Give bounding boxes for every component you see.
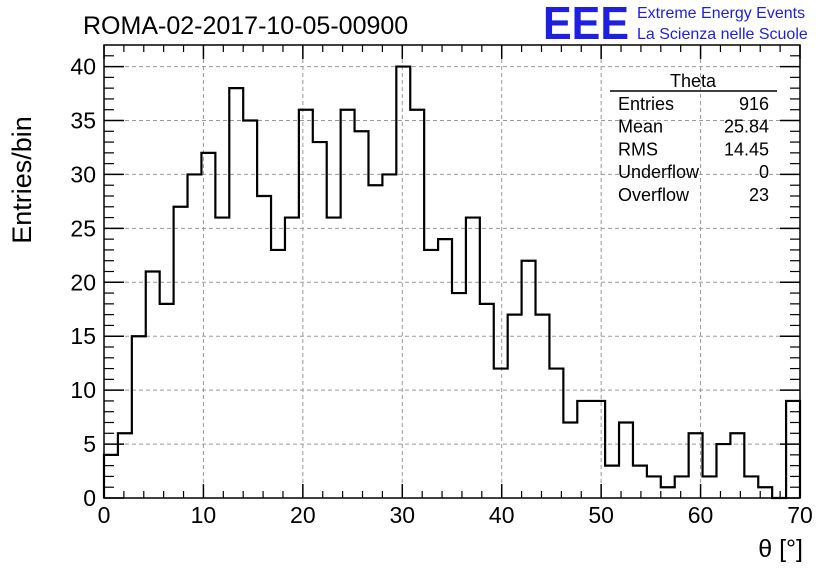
histogram-bin xyxy=(438,239,452,498)
x-tick-label: 40 xyxy=(489,502,515,528)
y-tick-label: 20 xyxy=(70,269,96,295)
histogram-bin xyxy=(243,121,257,499)
y-tick-label: 25 xyxy=(70,215,96,241)
histogram-bin xyxy=(536,315,550,498)
histogram-bin xyxy=(215,218,229,498)
histogram-bin xyxy=(744,476,758,498)
histogram-bin xyxy=(355,131,369,498)
stats-row-value: 25.84 xyxy=(724,117,769,137)
x-tick-label: 0 xyxy=(98,502,111,528)
stats-box: Theta Entries 916 Mean 25.84 RMS 14.45 Underfl… xyxy=(610,71,777,205)
histogram-bin xyxy=(577,401,591,498)
histogram-bin xyxy=(327,218,341,498)
stats-rows: Entries 916 Mean 25.84 RMS 14.45 Underflow 0 Ove… xyxy=(618,94,769,205)
stats-row-value: 14.45 xyxy=(724,139,769,159)
eee-logo: EEE xyxy=(543,0,629,49)
histogram-bin xyxy=(647,476,661,498)
histogram-bin xyxy=(480,304,494,498)
stats-row-value: 23 xyxy=(749,185,769,205)
histogram-bin xyxy=(396,67,410,498)
axis-ticks xyxy=(103,45,801,499)
histogram-bin xyxy=(285,218,299,498)
histogram-bin xyxy=(494,369,508,498)
histogram-bin xyxy=(146,272,160,499)
x-tick-label: 30 xyxy=(389,502,415,528)
stats-row-label: Underflow xyxy=(618,162,700,182)
y-tick-label: 40 xyxy=(70,54,96,80)
histogram-bin xyxy=(188,174,202,498)
histogram-bin xyxy=(508,315,522,498)
histogram-bin xyxy=(201,153,215,498)
histogram-bin xyxy=(118,433,132,498)
histogram-bin xyxy=(605,466,619,498)
histogram-bin xyxy=(716,444,730,498)
y-tick-label: 0 xyxy=(83,485,96,511)
histogram-bin xyxy=(257,196,271,498)
histogram-bin xyxy=(786,401,800,498)
histogram-bin xyxy=(619,423,633,499)
histogram-bin xyxy=(675,476,689,498)
x-tick-label: 20 xyxy=(290,502,316,528)
stats-row-label: Overflow xyxy=(618,185,690,205)
y-tick-label: 35 xyxy=(70,108,96,134)
histogram-bin xyxy=(271,250,285,498)
histogram-bin xyxy=(160,304,174,498)
stats-row-label: Entries xyxy=(618,94,674,114)
y-tick-label: 5 xyxy=(83,431,96,457)
stats-title: Theta xyxy=(670,71,717,91)
x-tick-label: 70 xyxy=(787,502,813,528)
x-tick-label: 50 xyxy=(588,502,614,528)
histogram-outline xyxy=(102,65,802,500)
chart-title: ROMA-02-2017-10-05-00900 xyxy=(83,12,408,40)
y-axis-label: Entries/bin xyxy=(7,116,37,244)
stats-row-label: Mean xyxy=(618,117,663,137)
x-tick-labels: 0 10 20 30 40 50 60 70 xyxy=(98,502,813,528)
histogram-bin xyxy=(730,433,744,498)
histogram-bin xyxy=(549,369,563,498)
y-tick-labels: 0 5 10 15 20 25 30 35 40 xyxy=(70,54,96,511)
y-tick-label: 15 xyxy=(70,323,96,349)
histogram-bin xyxy=(466,218,480,498)
x-tick-label: 10 xyxy=(191,502,217,528)
brand-line-1: Extreme Energy Events xyxy=(637,5,805,22)
histogram-bin xyxy=(703,476,717,498)
histogram-bin xyxy=(424,250,438,498)
histogram-bin xyxy=(299,110,313,498)
histogram-bin xyxy=(661,487,675,498)
histogram-bin xyxy=(382,174,396,498)
stats-row-label: RMS xyxy=(618,139,658,159)
histogram-bin xyxy=(229,88,243,498)
histogram-bin xyxy=(174,207,188,498)
stats-row-value: 916 xyxy=(739,94,769,114)
histogram-bin xyxy=(522,261,536,498)
x-axis-label: θ [°] xyxy=(758,535,803,563)
histogram-bin xyxy=(452,293,466,498)
histogram-bars xyxy=(102,65,802,500)
histogram-bin xyxy=(410,110,424,498)
stats-row-value: 0 xyxy=(759,162,769,182)
y-tick-label: 30 xyxy=(70,161,96,187)
x-tick-label: 60 xyxy=(688,502,714,528)
histogram-bin xyxy=(368,185,382,498)
brand-line-2: La Scienza nelle Scuole xyxy=(637,26,808,43)
y-tick-label: 10 xyxy=(70,377,96,403)
histogram-bin xyxy=(563,423,577,499)
histogram-bin xyxy=(591,401,605,498)
histogram-bin xyxy=(313,142,327,498)
histogram-bin xyxy=(633,466,647,498)
histogram-bin xyxy=(132,336,146,498)
histogram-bin xyxy=(341,110,355,498)
grid-layer xyxy=(104,45,800,498)
